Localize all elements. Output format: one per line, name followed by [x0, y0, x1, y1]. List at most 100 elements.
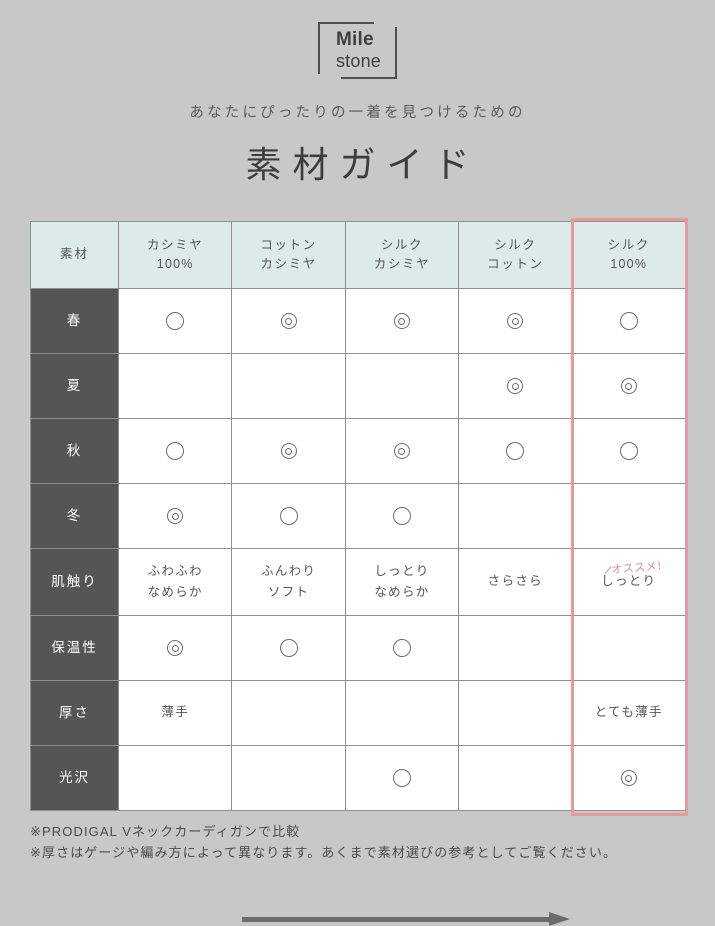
double-circle-mark-icon — [278, 440, 300, 462]
table-header-row: 素材 カシミヤ 100% コットン カシミヤ シルク カシミヤ — [30, 221, 686, 289]
double-circle-mark-icon — [164, 505, 186, 527]
cell-thickness-cotton-cashmere — [231, 680, 346, 746]
double-circle-mark-icon — [504, 375, 526, 397]
table-row: 秋 — [30, 418, 686, 484]
circle-mark-icon — [391, 767, 413, 789]
cell-warmth-cotton-cashmere — [231, 615, 346, 681]
column-header-cotton-cashmere: コットン カシミヤ — [231, 221, 346, 289]
cell-gloss-silk100 — [571, 745, 686, 811]
cell-autumn-silk-cashmere — [344, 418, 460, 484]
cell-gloss-cashmere100 — [117, 745, 233, 811]
cell-text-line1: ふんわり — [260, 563, 317, 578]
cell-autumn-silk100 — [571, 418, 686, 484]
row-label-summer: 夏 — [30, 353, 119, 419]
cell-thickness-silk-cotton — [458, 680, 573, 746]
table-row: 光沢 — [30, 745, 686, 811]
cell-summer-silk100 — [571, 353, 686, 419]
cell-winter-cotton-cashmere — [231, 483, 346, 549]
brand-logo-line2: stone — [335, 51, 382, 71]
double-circle-mark-icon — [391, 440, 413, 462]
cell-summer-cotton-cashmere — [231, 353, 346, 419]
cell-spring-silk-cotton — [458, 288, 573, 354]
page-subtitle: あなたにぴったりの一着を見つけるための — [189, 105, 526, 121]
cell-thickness-cashmere100: 薄手 — [117, 680, 233, 746]
cell-autumn-silk-cotton — [458, 418, 573, 484]
column-header-silk-cotton: シルク コットン — [458, 221, 573, 289]
page-title: 素材ガイド — [245, 144, 481, 185]
arrow-head — [549, 912, 570, 926]
footnotes: ※PRODIGAL Vネックカーディガンで比較 ※厚さはゲージや編み方によって異… — [30, 821, 685, 864]
cell-text-line2: なめらか — [374, 585, 430, 599]
circle-mark-icon — [391, 637, 413, 659]
cell-text-line1: ふわふわ — [147, 563, 203, 578]
circle-mark-icon — [278, 505, 300, 527]
brand-logo: Mile stone — [317, 22, 398, 79]
cell-thickness-silk100: とても薄手 — [571, 680, 686, 746]
double-circle-mark-icon — [164, 637, 186, 659]
column-header-silk-100: シルク 100% — [571, 221, 686, 289]
column-header-silk-cashmere: シルク カシミヤ — [344, 221, 460, 289]
column-header-line2: 100% — [156, 257, 194, 271]
double-circle-mark-icon — [391, 310, 413, 332]
arrow-shaft — [242, 917, 550, 922]
cell-thickness-silk-cashmere — [344, 680, 460, 746]
material-comparison-table: 素材 カシミヤ 100% コットン カシミヤ シルク カシミヤ — [30, 221, 686, 811]
cell-winter-silk-cashmere — [344, 483, 460, 549]
circle-mark-icon — [164, 440, 186, 462]
column-header-line1: シルク — [607, 237, 650, 252]
cell-spring-cashmere100 — [117, 288, 233, 354]
cell-autumn-cotton-cashmere — [231, 418, 346, 484]
table-row: 冬 — [30, 483, 686, 549]
cell-spring-cotton-cashmere — [231, 288, 346, 354]
table-row: 春 — [30, 288, 686, 354]
cell-winter-silk-cotton — [458, 483, 573, 549]
table-header: 素材 カシミヤ 100% コットン カシミヤ シルク カシミヤ — [30, 221, 686, 289]
row-label-warmth: 保温性 — [30, 615, 119, 681]
table-row: 夏 — [30, 353, 686, 419]
double-circle-mark-icon — [618, 375, 640, 397]
row-label-spring: 春 — [30, 288, 119, 354]
cell-gloss-cotton-cashmere — [231, 745, 346, 811]
column-header-material: 素材 — [30, 221, 119, 289]
brand-logo-line1: Mile — [335, 29, 374, 50]
material-table-wrapper: 素材 カシミヤ 100% コットン カシミヤ シルク カシミヤ — [30, 218, 688, 926]
row-label-thickness: 厚さ — [30, 680, 119, 746]
circle-mark-icon — [618, 310, 640, 332]
cell-texture-cashmere100: ふわふわ なめらか — [117, 548, 233, 616]
cell-autumn-cashmere100 — [117, 418, 233, 484]
cell-text-line1: 薄手 — [161, 705, 189, 720]
cell-text-line1: さらさら — [487, 574, 543, 589]
column-header-line1: カシミヤ — [146, 237, 204, 252]
cell-text-line1: しっとり — [601, 574, 657, 589]
column-header-cashmere-100: カシミヤ 100% — [117, 221, 233, 289]
cell-summer-silk-cashmere — [344, 353, 460, 419]
cell-winter-cashmere100 — [117, 483, 233, 549]
cell-summer-cashmere100 — [117, 353, 233, 419]
cell-texture-silk100: しっとり — [571, 548, 686, 616]
page-header: Mile stone あなたにぴったりの一着を見つけるための 素材ガイド — [0, 0, 715, 188]
circle-mark-icon — [278, 637, 300, 659]
cell-spring-silk-cashmere — [344, 288, 460, 354]
double-circle-mark-icon — [504, 310, 526, 332]
footnote-item: ※PRODIGAL Vネックカーディガンで比較 — [30, 824, 301, 839]
cell-gloss-silk-cotton — [458, 745, 573, 811]
column-header-line2: カシミヤ — [260, 257, 317, 271]
column-header-line2: コットン — [487, 257, 544, 271]
table-row: 厚さ 薄手 とても薄手 — [30, 680, 686, 746]
column-header-line1: コットン — [260, 237, 317, 252]
footnote-item: ※厚さはゲージや編み方によって異なります。あくまで素材選びの参考としてご覧くださ… — [30, 845, 618, 861]
cell-text-line2: なめらか — [147, 585, 203, 599]
table-row: 保温性 — [30, 615, 686, 681]
cell-spring-silk100 — [571, 288, 686, 354]
cell-texture-silk-cashmere: しっとり なめらか — [344, 548, 460, 616]
column-header-material-label: 素材 — [59, 247, 89, 262]
circle-mark-icon — [504, 440, 526, 462]
cell-gloss-silk-cashmere — [344, 745, 460, 811]
cell-texture-cotton-cashmere: ふんわり ソフト — [231, 548, 346, 616]
circle-mark-icon — [164, 310, 186, 332]
circle-mark-icon — [391, 505, 413, 527]
column-header-line2: 100% — [610, 257, 648, 271]
cell-text-line2: ソフト — [267, 585, 310, 599]
cell-texture-silk-cotton: さらさら — [458, 548, 573, 616]
